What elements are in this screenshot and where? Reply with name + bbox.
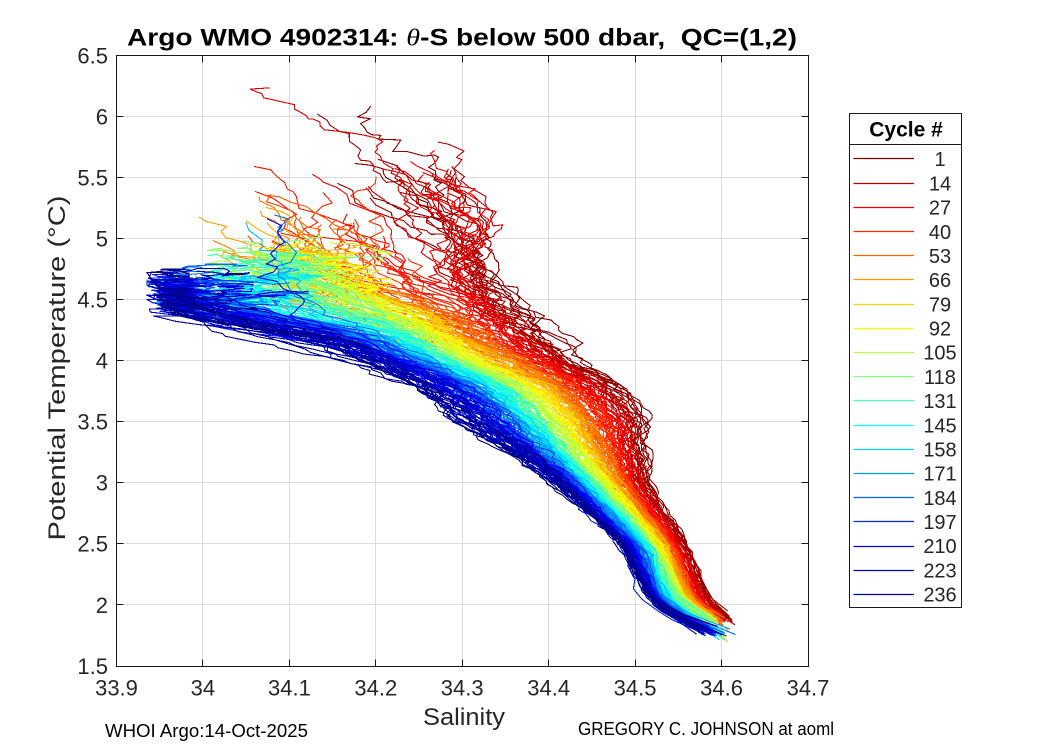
- svg-text:Argo WMO 4902314: θ-S below 50: Argo WMO 4902314: θ-S below 500 dbar, QC…: [127, 25, 797, 52]
- svg-text:Potential Temperature (°C): Potential Temperature (°C): [44, 196, 71, 541]
- svg-text:34.7: 34.7: [787, 676, 830, 701]
- svg-text:53: 53: [929, 246, 951, 268]
- svg-text:158: 158: [923, 440, 956, 462]
- svg-text:34.1: 34.1: [268, 676, 311, 701]
- svg-text:34.2: 34.2: [354, 676, 397, 701]
- svg-text:5: 5: [96, 226, 108, 251]
- svg-text:27: 27: [929, 198, 951, 220]
- svg-text:197: 197: [923, 512, 956, 534]
- svg-text:4: 4: [96, 349, 108, 374]
- svg-text:2.5: 2.5: [77, 532, 108, 557]
- svg-text:14: 14: [929, 173, 951, 195]
- svg-text:145: 145: [923, 415, 956, 437]
- svg-text:WHOI Argo:14-Oct-2025: WHOI Argo:14-Oct-2025: [105, 721, 308, 741]
- svg-text:34.3: 34.3: [441, 676, 484, 701]
- svg-text:5.5: 5.5: [77, 165, 108, 190]
- svg-text:1.5: 1.5: [77, 654, 108, 679]
- svg-text:105: 105: [923, 343, 956, 365]
- svg-text:131: 131: [923, 391, 956, 413]
- svg-text:118: 118: [924, 367, 956, 389]
- svg-text:6: 6: [96, 104, 108, 129]
- svg-text:34.5: 34.5: [614, 676, 657, 701]
- svg-text:Salinity: Salinity: [423, 704, 505, 731]
- svg-text:3: 3: [96, 471, 108, 496]
- svg-text:GREGORY C. JOHNSON at aoml: GREGORY C. JOHNSON at aoml: [578, 719, 834, 739]
- svg-text:Cycle #: Cycle #: [869, 119, 943, 142]
- svg-text:4.5: 4.5: [77, 288, 108, 313]
- svg-text:92: 92: [929, 319, 951, 341]
- svg-text:79: 79: [929, 294, 951, 316]
- svg-text:223: 223: [923, 560, 956, 582]
- svg-text:6.5: 6.5: [77, 43, 108, 68]
- svg-text:1: 1: [934, 149, 945, 171]
- svg-text:33.9: 33.9: [95, 676, 138, 701]
- svg-text:210: 210: [923, 536, 956, 558]
- svg-text:40: 40: [929, 222, 951, 244]
- svg-text:2: 2: [96, 593, 108, 618]
- svg-text:34: 34: [191, 676, 215, 701]
- svg-text:34.6: 34.6: [700, 676, 743, 701]
- svg-text:236: 236: [923, 585, 956, 607]
- svg-text:3.5: 3.5: [77, 410, 108, 435]
- svg-text:171: 171: [923, 464, 956, 486]
- svg-text:184: 184: [923, 488, 956, 510]
- svg-text:66: 66: [929, 270, 951, 292]
- svg-text:34.4: 34.4: [527, 676, 570, 701]
